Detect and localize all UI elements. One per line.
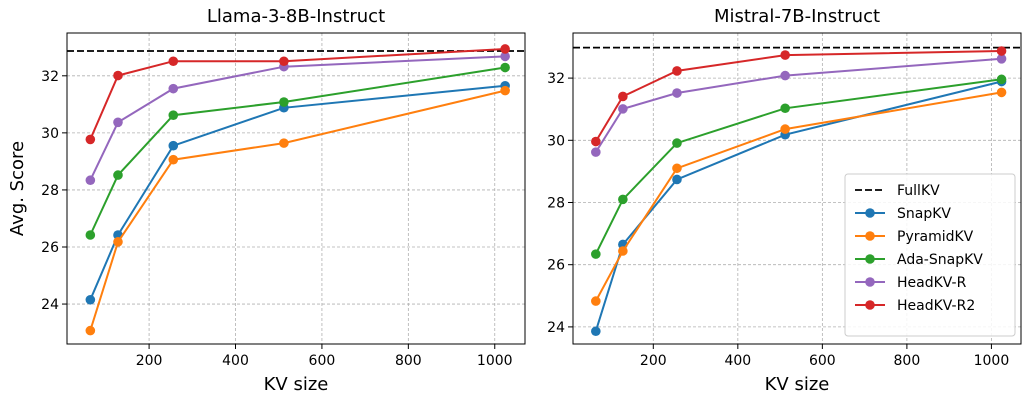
data-point-headkv-r (113, 117, 123, 128)
data-point-pyramidkv (672, 163, 682, 174)
data-point-ada-snapkv (780, 103, 790, 114)
data-point-headkv-r2 (168, 56, 179, 67)
data-point-pyramidkv (618, 246, 628, 256)
data-point-headkv-r (780, 70, 790, 81)
plot-frame (572, 32, 1022, 345)
data-point-pyramidkv (168, 154, 179, 165)
data-point-headkv-r (591, 147, 601, 157)
x-tick-label: 200 (136, 353, 163, 369)
series-line-pyramidkv (89, 89, 506, 331)
series-line-headkv-r (89, 55, 506, 181)
x-tick-label: 1000 (974, 353, 1010, 369)
data-point-headkv-r (618, 104, 628, 114)
legend-swatch-marker (865, 208, 875, 218)
y-tick-label: 24 (41, 297, 59, 313)
y-axis-label: Avg. Score (7, 141, 28, 236)
data-point-headkv-r2 (591, 136, 601, 147)
legend-label-snapkv: SnapKV (897, 206, 951, 222)
data-point-headkv-r (168, 83, 179, 94)
legend-label-ada-snapkv: Ada-SnapKV (897, 252, 983, 268)
data-point-pyramidkv (591, 296, 601, 306)
x-tick-label: 600 (809, 353, 836, 369)
y-tick-label: 26 (547, 258, 565, 274)
legend-fullkv-label: FullKV (897, 183, 940, 199)
legend-swatch-marker (865, 231, 875, 241)
series-line-headkv-r (594, 57, 1002, 153)
legend-box (844, 173, 1016, 337)
plot-frame (66, 32, 526, 345)
data-point-pyramidkv (780, 124, 790, 134)
data-point-snapkv (591, 326, 601, 337)
legend-swatch-marker (865, 300, 875, 310)
data-point-headkv-r (500, 51, 510, 62)
y-tick-label: 28 (41, 183, 59, 199)
data-point-headkv-r2 (85, 134, 96, 145)
legend-swatch-marker (865, 254, 875, 264)
x-tick-label: 400 (222, 353, 249, 369)
data-point-headkv-r (672, 88, 682, 98)
data-point-ada-snapkv (672, 138, 682, 148)
legend-label-pyramidkv: PyramidKV (897, 229, 974, 245)
data-point-ada-snapkv (591, 249, 601, 259)
data-point-headkv-r2 (113, 70, 123, 81)
x-tick-label: 200 (640, 353, 667, 369)
chart-title: Mistral-7B-Instruct (714, 6, 880, 27)
y-tick-label: 30 (547, 133, 565, 149)
legend-swatch-marker (865, 277, 875, 287)
series-line-snapkv (89, 84, 506, 301)
x-axis-label: KV size (765, 374, 830, 395)
chart-title: Llama-3-8B-Instruct (207, 6, 385, 27)
data-point-headkv-r2 (279, 56, 289, 67)
data-point-ada-snapkv (618, 194, 628, 205)
y-tick-label: 28 (547, 195, 565, 211)
data-point-ada-snapkv (85, 230, 96, 240)
x-tick-label: 600 (309, 353, 336, 369)
data-point-pyramidkv (500, 85, 510, 96)
x-axis-label: KV size (264, 374, 329, 395)
data-point-ada-snapkv (113, 170, 123, 180)
data-point-headkv-r2 (672, 66, 682, 76)
x-tick-label: 1000 (477, 353, 513, 369)
data-point-headkv-r2 (618, 91, 628, 102)
data-point-snapkv (168, 140, 179, 151)
y-tick-label: 24 (547, 320, 565, 336)
y-tick-label: 32 (547, 71, 565, 87)
data-point-ada-snapkv (996, 74, 1007, 85)
data-point-headkv-r (996, 54, 1007, 64)
data-point-headkv-r2 (500, 44, 510, 54)
x-tick-label: 800 (894, 353, 921, 369)
data-point-pyramidkv (279, 138, 289, 148)
x-tick-label: 800 (395, 353, 422, 369)
y-tick-label: 26 (41, 240, 59, 256)
data-point-ada-snapkv (168, 110, 179, 120)
legend: FullKV SnapKV PyramidKV Ada-SnapKV HeadKV-R H… (844, 173, 1016, 337)
legend-label-headkv-r2: HeadKV-R2 (897, 298, 975, 314)
data-point-ada-snapkv (500, 62, 510, 73)
y-tick-label: 30 (41, 126, 59, 142)
data-point-headkv-r2 (780, 50, 790, 60)
data-point-snapkv (85, 294, 96, 305)
data-point-ada-snapkv (279, 97, 289, 107)
chart-panel-2: 200 400 600 800 1000 24 26 28 30 32 Mistral-7B-Ins… (547, 6, 1022, 395)
data-point-headkv-r (85, 175, 96, 186)
chart-panel-1: 200 400 600 800 1000 24 26 28 30 32 Llama-3-8B-Ins… (7, 6, 526, 395)
y-tick-label: 32 (41, 69, 59, 85)
x-tick-label: 400 (724, 353, 751, 369)
data-point-pyramidkv (85, 325, 96, 336)
data-point-headkv-r2 (996, 46, 1007, 56)
data-point-snapkv (672, 174, 682, 185)
legend-label-headkv-r: HeadKV-R (897, 275, 967, 291)
series-line-headkv-r2 (89, 48, 506, 140)
data-point-pyramidkv (113, 237, 123, 247)
data-point-pyramidkv (996, 87, 1007, 98)
